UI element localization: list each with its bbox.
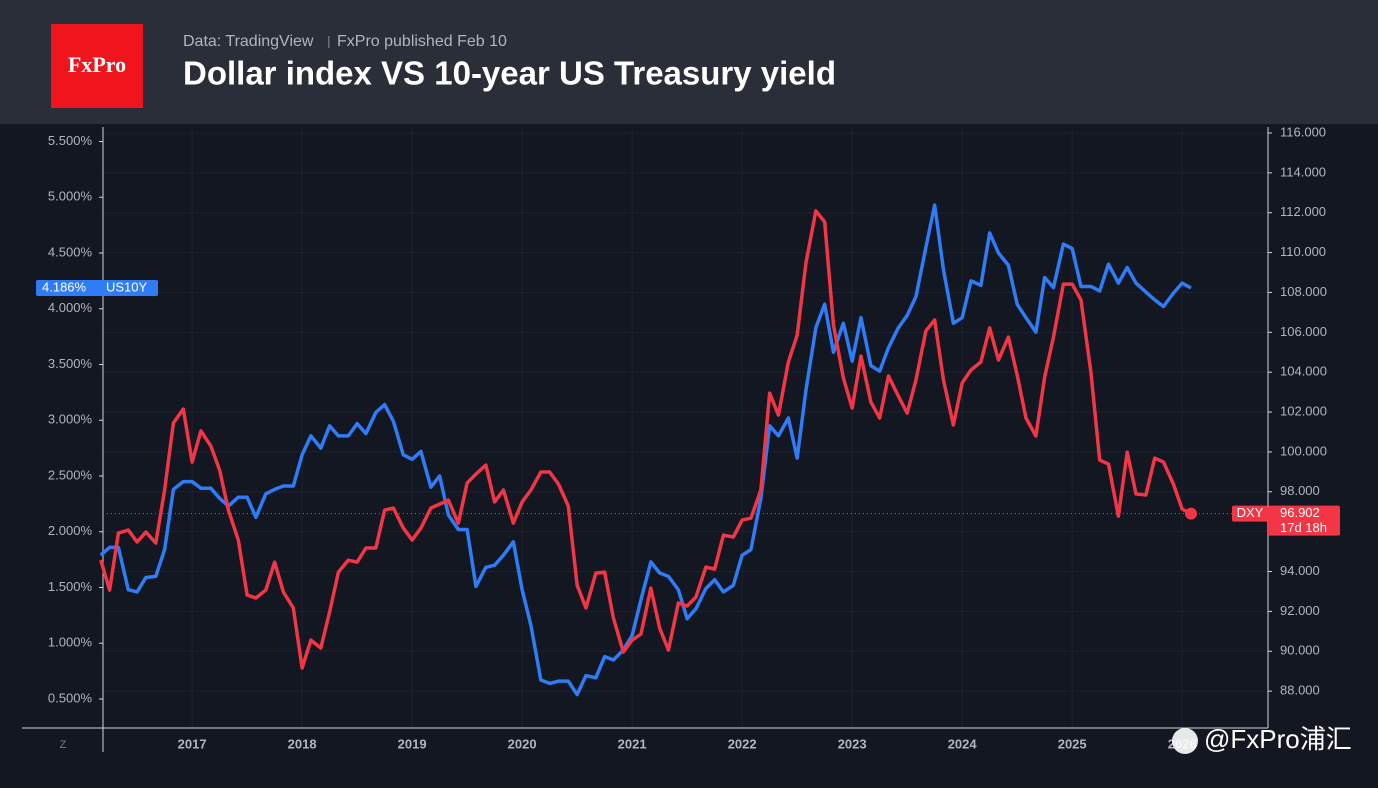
last-value-badge — [1268, 505, 1340, 536]
chart-title: Dollar index VS 10-year US Treasury yiel… — [183, 55, 836, 92]
y-tick-label: 5.500% — [48, 133, 93, 148]
x-tick-label: 2022 — [728, 736, 757, 751]
series-name-badge — [1232, 505, 1268, 522]
x-tick-label: 2018 — [288, 736, 317, 751]
plot: 0.500% 1.000% 1.500% 2.000% 2.500% 3.000% 3.50… — [22, 124, 1340, 752]
scale-button[interactable]: Z — [60, 739, 67, 751]
line-us10y — [99, 203, 1192, 697]
last-value: 4.186% — [42, 279, 87, 294]
x-tick-label: 2021 — [618, 736, 647, 751]
x-tick-label: 2023 — [838, 736, 867, 751]
y-tick-label: 1.000% — [48, 635, 93, 650]
y-tick-label: 4.500% — [48, 244, 93, 259]
last-value: 96.902 — [1280, 505, 1320, 520]
y2-tick-label: 92.000 — [1280, 603, 1320, 618]
y2-tick-label: 98.000 — [1280, 483, 1320, 498]
y2-tick-label: 116.000 — [1280, 124, 1326, 139]
y2-tick-label: 102.000 — [1280, 403, 1327, 418]
last-value-badge — [36, 280, 158, 297]
y2-tick-label: 104.000 — [1280, 364, 1327, 379]
y2-tick-label: 90.000 — [1280, 643, 1320, 658]
y-tick-label: 4.000% — [48, 300, 93, 315]
separator — [328, 36, 330, 48]
line-dxy — [99, 209, 1192, 670]
logo: FxPro — [68, 52, 126, 77]
y-tick-label: 2.000% — [48, 523, 93, 538]
x-tick-label: 2024 — [948, 736, 978, 751]
publisher: FxPro published Feb 10 — [337, 33, 507, 50]
y2-tick-label: 114.000 — [1280, 164, 1326, 179]
y-tick-label: 0.500% — [48, 690, 93, 705]
watermark: @FxPro浦汇 — [1204, 724, 1352, 754]
y-tick-label: 1.500% — [48, 579, 93, 594]
y-tick-label: 5.000% — [48, 189, 93, 204]
y2-tick-label: 100.000 — [1280, 443, 1327, 458]
watermark-icon — [1172, 728, 1198, 754]
y-tick-label: 2.500% — [48, 467, 93, 482]
y-tick-label: 3.500% — [48, 356, 93, 371]
y2-tick-label: 110.000 — [1280, 244, 1326, 259]
x-tick-label: 2017 — [178, 736, 207, 751]
x-tick-label: 2025 — [1058, 736, 1087, 751]
x-tick-label: 2020 — [508, 736, 537, 751]
y2-tick-label: 108.000 — [1280, 284, 1327, 299]
source: Data: TradingView — [183, 33, 314, 50]
y2-tick-label: 88.000 — [1280, 683, 1320, 698]
series-name: US10Y — [106, 279, 148, 294]
last-point — [1184, 507, 1197, 520]
header — [0, 0, 1378, 124]
y2-tick-label: 106.000 — [1280, 324, 1327, 339]
y2-tick-label: 112.000 — [1280, 204, 1326, 219]
y2-tick-label: 94.000 — [1280, 563, 1320, 578]
series-name: DXY — [1237, 505, 1264, 520]
x-tick-label: 2019 — [398, 736, 427, 751]
y-tick-label: 3.000% — [48, 412, 93, 427]
logo-box — [51, 24, 143, 108]
countdown: 17d 18h — [1280, 520, 1327, 535]
